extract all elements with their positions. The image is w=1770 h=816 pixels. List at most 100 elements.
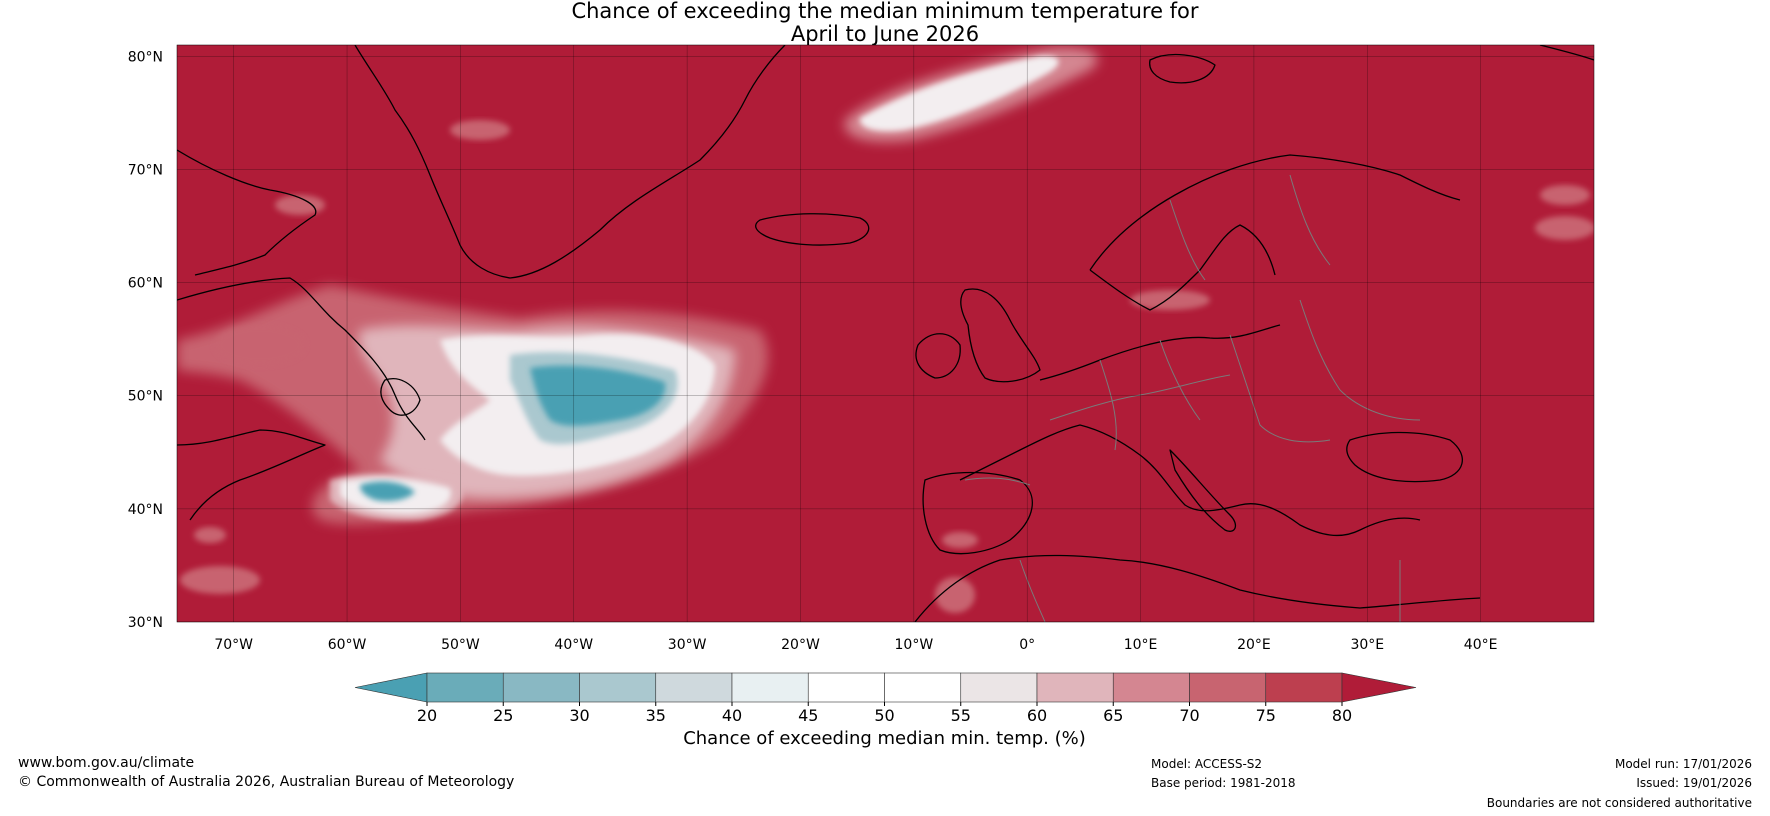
national-borders [964, 174, 1421, 622]
coastline-svalbard [1149, 53, 1216, 84]
footer-model-run: Model run: 17/01/2026 [1614, 757, 1752, 771]
colorbar-segment [1189, 672, 1267, 703]
patch-gulf [180, 566, 260, 594]
map-title: Chance of exceeding the median minimum t… [0, 0, 1770, 46]
coastline-labrador [177, 277, 426, 441]
coastline-britain [960, 288, 1041, 383]
lat-label: 30°N [128, 615, 163, 631]
band-20-30-offshore-patch [360, 481, 415, 502]
footer-issued: Issued: 19/01/2026 [1636, 776, 1752, 790]
coastlines [177, 45, 1594, 622]
border-north-africa [1019, 559, 1046, 622]
colorbar-segment [1112, 672, 1190, 703]
coastline-scandinavia [1089, 154, 1461, 311]
lon-label: 20°W [781, 637, 820, 653]
longitude-labels: 70°W 60°W 50°W 40°W 30°W 20°W 10°W 0° 10°E 20°E 30… [214, 637, 1497, 653]
colorbar-segment [655, 672, 733, 703]
colorbar-tick-label: 25 [493, 706, 513, 725]
footer-model: Model: ACCESS-S2 [1151, 757, 1263, 771]
coastline-iceland [755, 213, 870, 246]
footer-website[interactable]: www.bom.gov.au/climate [18, 755, 195, 771]
lon-label: 10°W [895, 637, 934, 653]
patch-florida [194, 527, 226, 543]
coastline-us-east [177, 429, 326, 521]
lat-label: 40°N [128, 502, 163, 518]
colorbar-segment [731, 672, 809, 703]
coastline-novaya-zemlya [1539, 45, 1594, 61]
colorbar-tick-label: 50 [874, 706, 894, 725]
border-europe-4 [1299, 299, 1421, 421]
colorbar-tick-label: 40 [722, 706, 742, 725]
border-europe-2 [1159, 339, 1201, 421]
colorbar-tick-label: 60 [1027, 706, 1047, 725]
border-europe-5 [1049, 374, 1231, 421]
patch-greenland-west [450, 120, 510, 140]
coastline-north-africa [914, 554, 1481, 622]
lon-label: 10°E [1124, 637, 1158, 653]
colorbar-segment [426, 672, 504, 703]
patch-morocco [935, 577, 975, 613]
coastline-italy [1169, 449, 1237, 532]
colorbar-extend-low [354, 672, 428, 703]
lon-label: 30°W [668, 637, 707, 653]
colorbar-tick-label: 75 [1256, 706, 1276, 725]
footer-disclaimer: Boundaries are not considered authoritat… [1486, 796, 1752, 810]
lon-label: 40°E [1464, 637, 1498, 653]
gridlines [177, 45, 1594, 622]
patch-iberia [942, 532, 978, 548]
colorbar-tick-label: 35 [646, 706, 666, 725]
colorbar-tick-label: 45 [798, 706, 818, 725]
colorbar-label: Chance of exceeding median min. temp. (%… [683, 728, 1086, 749]
lat-label: 70°N [128, 162, 163, 178]
border-spain-france [964, 477, 1031, 486]
coastline-black-sea [1346, 431, 1463, 483]
coastline-newfoundland [380, 378, 421, 416]
footer-copyright: © Commonwealth of Australia 2026, Austra… [18, 774, 515, 790]
border-finland [1289, 174, 1331, 266]
lon-label: 60°W [328, 637, 367, 653]
border-europe-3 [1229, 334, 1331, 443]
patch-barents [1535, 216, 1594, 240]
colorbar-segment [960, 672, 1038, 703]
lon-label: 70°W [214, 637, 253, 653]
lon-label: 20°E [1237, 637, 1271, 653]
footer-base-period: Base period: 1981-2018 [1151, 776, 1296, 790]
border-scandinavia [1169, 199, 1206, 281]
title-line-2: April to June 2026 [790, 22, 980, 46]
coastline-greenland [354, 45, 786, 279]
colorbar-tick-label: 30 [569, 706, 589, 725]
colorbar-tick-label: 80 [1332, 706, 1352, 725]
patch-baltic [1130, 290, 1210, 310]
patch-baffin [275, 195, 325, 215]
map-frame [176, 44, 1595, 623]
border-europe-1 [1099, 359, 1117, 451]
probability-field [177, 47, 1594, 613]
lon-label: 40°W [554, 637, 593, 653]
latitude-labels: 80°N 70°N 60°N 50°N 40°N 30°N [128, 49, 163, 631]
lon-label: 50°W [441, 637, 480, 653]
coastline-baffin [177, 149, 317, 276]
lon-label: 30°E [1350, 637, 1384, 653]
band-20-30-west-atlantic [530, 365, 666, 426]
patch-kola [1540, 185, 1590, 205]
title-line-1: Chance of exceeding the median minimum t… [571, 0, 1199, 23]
lat-label: 80°N [128, 49, 163, 65]
coastline-europe-main [959, 324, 1421, 537]
coastline-ireland [915, 333, 961, 379]
lat-label: 50°N [128, 389, 163, 405]
colorbar-segment [1036, 672, 1114, 703]
band-45-55-svalbard-streak [859, 55, 1059, 132]
coastline-iberia [922, 471, 1033, 555]
colorbar-tick-label: 65 [1103, 706, 1123, 725]
map-panel [177, 45, 1594, 622]
colorbar-tick-label: 55 [951, 706, 971, 725]
colorbar-tick-label: 70 [1179, 706, 1199, 725]
lon-label: 0° [1019, 637, 1035, 653]
colorbar-segment [1265, 672, 1343, 703]
colorbar: 20 25 30 35 40 45 50 55 60 65 70 75 80 Chance of exce… [354, 672, 1417, 749]
colorbar-segment [502, 672, 580, 703]
colorbar-tick-label: 20 [417, 706, 437, 725]
lat-label: 60°N [128, 276, 163, 292]
colorbar-segment [807, 672, 885, 703]
